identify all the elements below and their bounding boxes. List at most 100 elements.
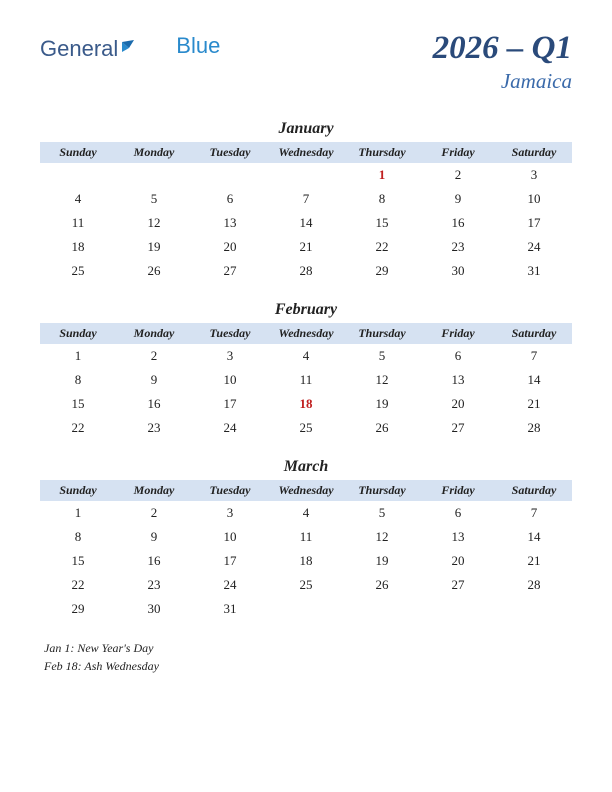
- calendar-cell: 7: [496, 501, 572, 525]
- day-header: Monday: [116, 480, 192, 501]
- calendar-page: General Blue 2026 – Q1 Jamaica January Su…: [0, 0, 612, 705]
- day-header: Wednesday: [268, 142, 344, 163]
- title-block: 2026 – Q1 Jamaica: [433, 30, 572, 94]
- calendar-cell: 20: [420, 549, 496, 573]
- calendar-cell: 13: [420, 525, 496, 549]
- calendar-cell: 16: [420, 211, 496, 235]
- calendar-cell: 6: [192, 187, 268, 211]
- calendar-cell: 4: [40, 187, 116, 211]
- calendar-cell: 22: [40, 416, 116, 440]
- calendar-row: 18192021222324: [40, 235, 572, 259]
- day-header: Thursday: [344, 480, 420, 501]
- calendar-cell: 24: [192, 573, 268, 597]
- calendar-cell: [116, 163, 192, 187]
- month-title: February: [40, 301, 572, 319]
- calendar-cell: 11: [268, 368, 344, 392]
- calendar-cell: 27: [420, 573, 496, 597]
- calendar-cell: 20: [420, 392, 496, 416]
- month-title: January: [40, 120, 572, 138]
- calendar-cell: 18: [40, 235, 116, 259]
- calendar-cell: 26: [344, 573, 420, 597]
- calendar-cell: 22: [40, 573, 116, 597]
- day-header: Sunday: [40, 142, 116, 163]
- calendar-cell: 29: [40, 597, 116, 621]
- day-header: Thursday: [344, 142, 420, 163]
- calendar-cell: 30: [420, 259, 496, 283]
- calendar-cell: 11: [268, 525, 344, 549]
- calendar-cell: 21: [496, 392, 572, 416]
- calendar-cell: 13: [192, 211, 268, 235]
- day-header: Tuesday: [192, 142, 268, 163]
- calendar-row: 11121314151617: [40, 211, 572, 235]
- calendar-cell: 10: [192, 368, 268, 392]
- day-header: Monday: [116, 323, 192, 344]
- calendar-cell: 7: [496, 344, 572, 368]
- calendar-cell: 26: [344, 416, 420, 440]
- calendar-cell: 26: [116, 259, 192, 283]
- calendar-cell: 12: [116, 211, 192, 235]
- calendar-cell: [420, 597, 496, 621]
- calendar-row: 45678910: [40, 187, 572, 211]
- calendar-row: 22232425262728: [40, 573, 572, 597]
- calendar-cell: 17: [496, 211, 572, 235]
- calendar-cell: 18: [268, 392, 344, 416]
- day-header: Friday: [420, 323, 496, 344]
- calendar-table: SundayMondayTuesdayWednesdayThursdayFrid…: [40, 142, 572, 283]
- calendar-cell: 17: [192, 549, 268, 573]
- calendar-row: 1234567: [40, 501, 572, 525]
- calendar-cell: [268, 163, 344, 187]
- calendar-cell: 17: [192, 392, 268, 416]
- calendar-cell: [344, 597, 420, 621]
- calendar-cell: 5: [344, 344, 420, 368]
- calendar-row: 891011121314: [40, 525, 572, 549]
- day-header: Friday: [420, 480, 496, 501]
- calendar-table: SundayMondayTuesdayWednesdayThursdayFrid…: [40, 480, 572, 621]
- calendar-cell: 2: [116, 501, 192, 525]
- calendar-cell: 15: [344, 211, 420, 235]
- calendar-cell: 21: [268, 235, 344, 259]
- logo-icon: [120, 34, 138, 60]
- calendar-row: 15161718192021: [40, 392, 572, 416]
- calendar-cell: 25: [40, 259, 116, 283]
- month-title: March: [40, 458, 572, 476]
- calendar-cell: 8: [40, 368, 116, 392]
- calendar-cell: 19: [116, 235, 192, 259]
- calendar-cell: 20: [192, 235, 268, 259]
- day-header: Saturday: [496, 323, 572, 344]
- calendar-cell: 13: [420, 368, 496, 392]
- calendar-row: 22232425262728: [40, 416, 572, 440]
- calendar-cell: 5: [116, 187, 192, 211]
- calendar-cell: 4: [268, 501, 344, 525]
- calendar-cell: 25: [268, 416, 344, 440]
- calendar-cell: 3: [192, 501, 268, 525]
- day-header: Tuesday: [192, 480, 268, 501]
- calendar-cell: 19: [344, 392, 420, 416]
- header: General Blue 2026 – Q1 Jamaica: [40, 30, 572, 94]
- calendar-cell: [496, 597, 572, 621]
- calendar-cell: [40, 163, 116, 187]
- page-title: 2026 – Q1: [433, 30, 572, 67]
- calendar-row: 25262728293031: [40, 259, 572, 283]
- page-subtitle: Jamaica: [433, 69, 572, 94]
- calendar-cell: 10: [496, 187, 572, 211]
- calendar-cell: [268, 597, 344, 621]
- calendar-cell: 25: [268, 573, 344, 597]
- calendar-cell: 30: [116, 597, 192, 621]
- day-header: Saturday: [496, 480, 572, 501]
- calendar-cell: 8: [40, 525, 116, 549]
- calendar-cell: 23: [116, 416, 192, 440]
- calendar-row: 891011121314: [40, 368, 572, 392]
- calendar-cell: 22: [344, 235, 420, 259]
- calendar-cell: 1: [344, 163, 420, 187]
- calendar-cell: 14: [496, 368, 572, 392]
- day-header: Sunday: [40, 480, 116, 501]
- calendar-cell: 9: [420, 187, 496, 211]
- calendar-cell: 3: [496, 163, 572, 187]
- logo-text-2: Blue: [176, 33, 220, 59]
- calendar-cell: 2: [116, 344, 192, 368]
- calendar-cell: 21: [496, 549, 572, 573]
- calendar-cell: 1: [40, 344, 116, 368]
- calendar-cell: 24: [496, 235, 572, 259]
- calendar-cell: 19: [344, 549, 420, 573]
- calendar-cell: 27: [420, 416, 496, 440]
